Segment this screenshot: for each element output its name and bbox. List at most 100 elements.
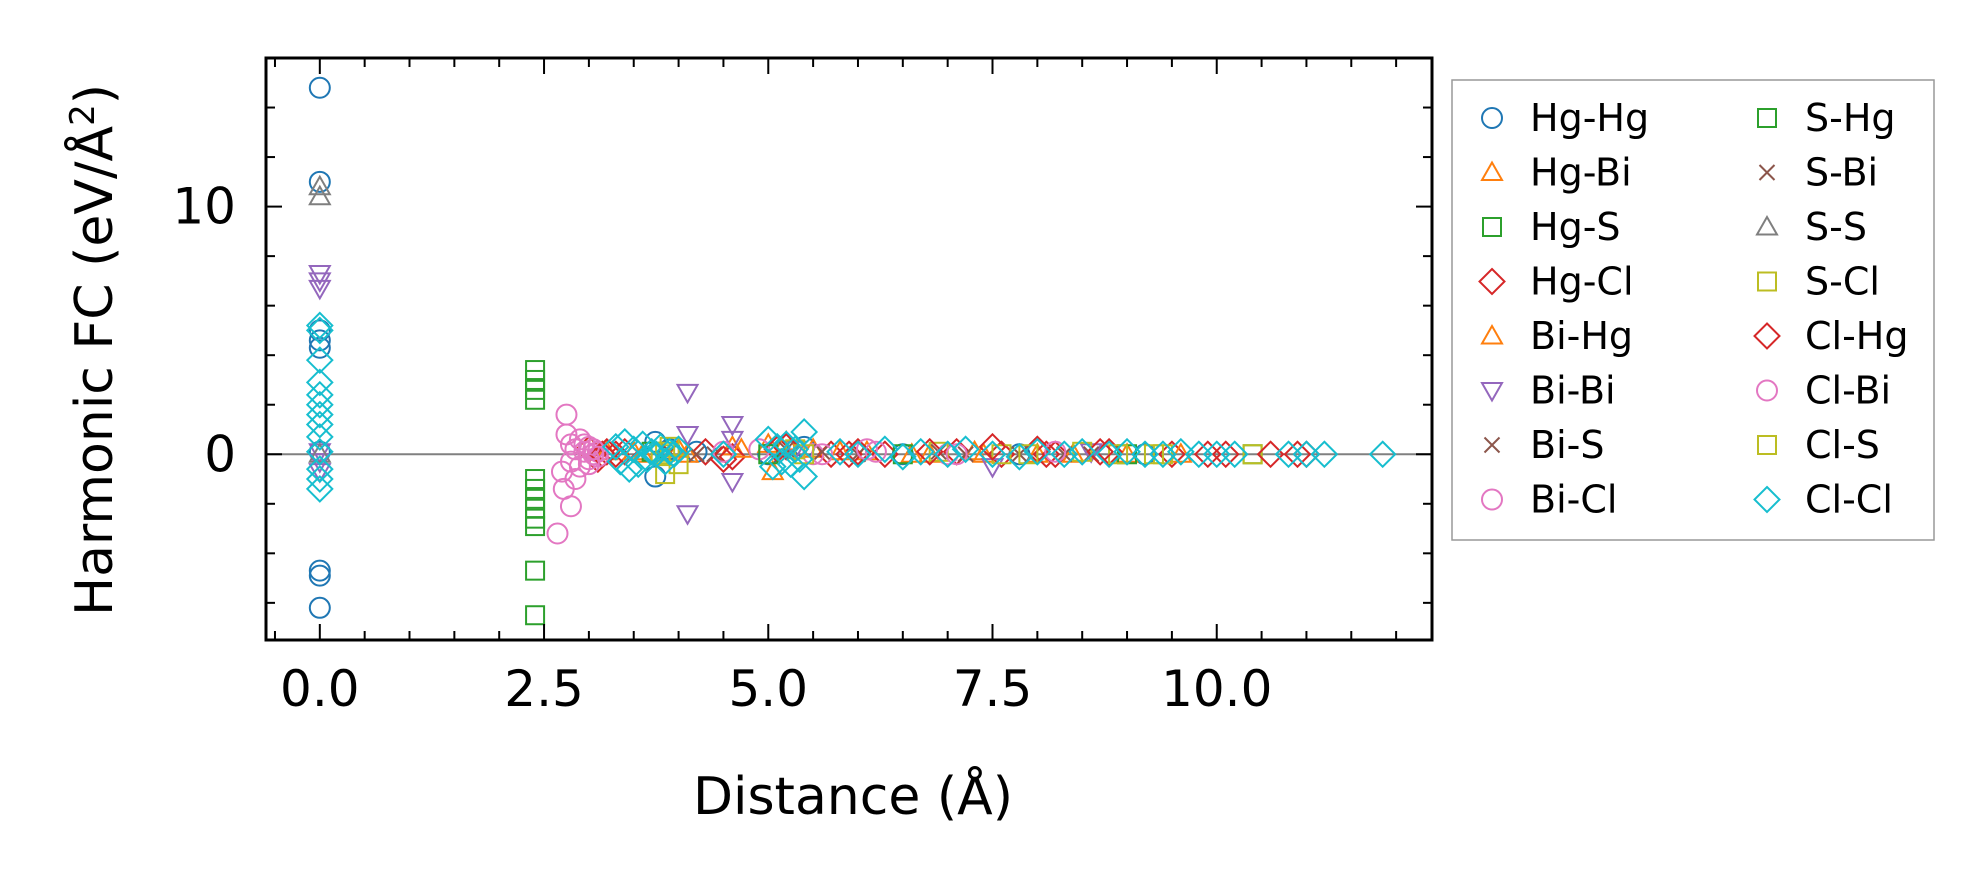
- data-point: [308, 170, 331, 193]
- legend-marker: [1482, 217, 1502, 237]
- data-point: [675, 383, 700, 405]
- data-point: [1368, 440, 1397, 469]
- legend-label: Bi-Cl: [1530, 478, 1617, 522]
- legend-frame: [1451, 79, 1935, 541]
- x-tick-label: 0.0: [280, 660, 360, 718]
- legend-item: Hg-Cl: [1478, 260, 1634, 304]
- data-point: [308, 319, 331, 342]
- axes: 0.0 2.5 5.0 7.5 10.0 0 10: [172, 56, 1434, 718]
- data-point: [864, 440, 887, 463]
- data-point: [305, 400, 334, 429]
- plot-frame: [264, 56, 1434, 642]
- data-point: [525, 605, 546, 626]
- data-point: [646, 432, 675, 461]
- legend-marker: [1756, 379, 1778, 402]
- data-point: [546, 522, 569, 545]
- data-point: [1166, 437, 1195, 466]
- legend-item: Cl-S: [1757, 423, 1880, 467]
- data-point: [305, 437, 334, 466]
- data-point: [308, 264, 332, 286]
- data-point: [525, 560, 546, 581]
- data-point: [718, 442, 747, 471]
- legend-label: Bi-Hg: [1530, 314, 1633, 358]
- legend-label: Cl-Cl: [1805, 478, 1893, 522]
- data-point: [1242, 444, 1263, 465]
- data-point: [308, 76, 331, 99]
- legend-marker: [1483, 436, 1501, 454]
- series-hg-s: [525, 360, 546, 626]
- data-point: [308, 174, 332, 196]
- legend-label: S-Bi: [1805, 151, 1878, 195]
- legend-item: S-Cl: [1757, 260, 1880, 304]
- data-point: [305, 465, 334, 493]
- data-point: [675, 505, 700, 526]
- data-point: [826, 437, 854, 466]
- data-point: [308, 442, 332, 463]
- data-point: [664, 435, 693, 464]
- data-point: [305, 410, 334, 439]
- data-point: [1023, 437, 1052, 466]
- legend-label: Cl-Bi: [1805, 369, 1891, 413]
- legend-item: Cl-Bi: [1756, 369, 1891, 413]
- data-point: [915, 437, 944, 466]
- data-point: [305, 368, 334, 397]
- series-hg-hg: [308, 76, 1156, 619]
- y-tick-label: 0: [204, 425, 236, 483]
- data-point: [870, 435, 899, 464]
- data-point: [720, 416, 745, 437]
- data-point: [790, 462, 819, 491]
- data-point: [305, 423, 334, 451]
- y-axis-label-close: ): [65, 84, 125, 104]
- data-point: [619, 435, 648, 464]
- data-point: [978, 432, 1007, 461]
- legend-marker: [1481, 107, 1503, 129]
- series-cl-cl: [305, 311, 1397, 503]
- data-point: [305, 316, 334, 345]
- data-point: [308, 329, 331, 352]
- legend-label: Bi-S: [1530, 423, 1604, 467]
- data-point: [586, 445, 609, 468]
- legend-marker: [1757, 435, 1777, 455]
- x-tick-label: 10.0: [1161, 660, 1272, 718]
- legend-marker: [1480, 382, 1504, 403]
- y-axis-label-superscript: 2: [63, 104, 103, 126]
- legend-marker: [1753, 322, 1781, 350]
- data-point: [1044, 440, 1067, 463]
- data-point: [1220, 440, 1249, 469]
- data-point: [1005, 442, 1034, 471]
- data-point: [720, 430, 745, 452]
- legend-item: Hg-S: [1482, 205, 1621, 249]
- data-point: [813, 443, 831, 460]
- y-axis-label: Harmonic FC (eV/Å2): [63, 84, 125, 616]
- data-point: [305, 390, 334, 419]
- data-point: [525, 389, 546, 410]
- data-point: [729, 437, 754, 458]
- legend-marker: [1481, 488, 1503, 511]
- data-point: [951, 435, 980, 464]
- legend-label: Cl-Hg: [1805, 314, 1909, 358]
- x-axis-label: Distance (Å): [693, 765, 1013, 827]
- data-point: [308, 596, 331, 619]
- legend-item: Cl-Hg: [1753, 314, 1909, 358]
- data-point: [1310, 440, 1339, 469]
- data-point: [305, 346, 334, 375]
- data-point: [308, 559, 331, 582]
- data-point: [709, 440, 738, 469]
- data-point: [308, 564, 331, 587]
- data-point: [1283, 440, 1312, 469]
- data-point: [945, 443, 968, 466]
- data-point: [655, 437, 684, 466]
- data-point: [305, 475, 334, 503]
- legend-item: S-Bi: [1758, 151, 1878, 195]
- data-point: [906, 437, 935, 466]
- data-point: [1068, 437, 1097, 466]
- series-bi-cl: [546, 403, 959, 545]
- legend-item: Bi-Hg: [1480, 314, 1633, 358]
- legend-marker: [1755, 214, 1779, 236]
- data-point: [305, 311, 334, 340]
- data-point: [525, 516, 546, 537]
- data-point: [811, 443, 834, 466]
- data-point: [855, 438, 878, 461]
- legend-label: Bi-Bi: [1530, 369, 1616, 413]
